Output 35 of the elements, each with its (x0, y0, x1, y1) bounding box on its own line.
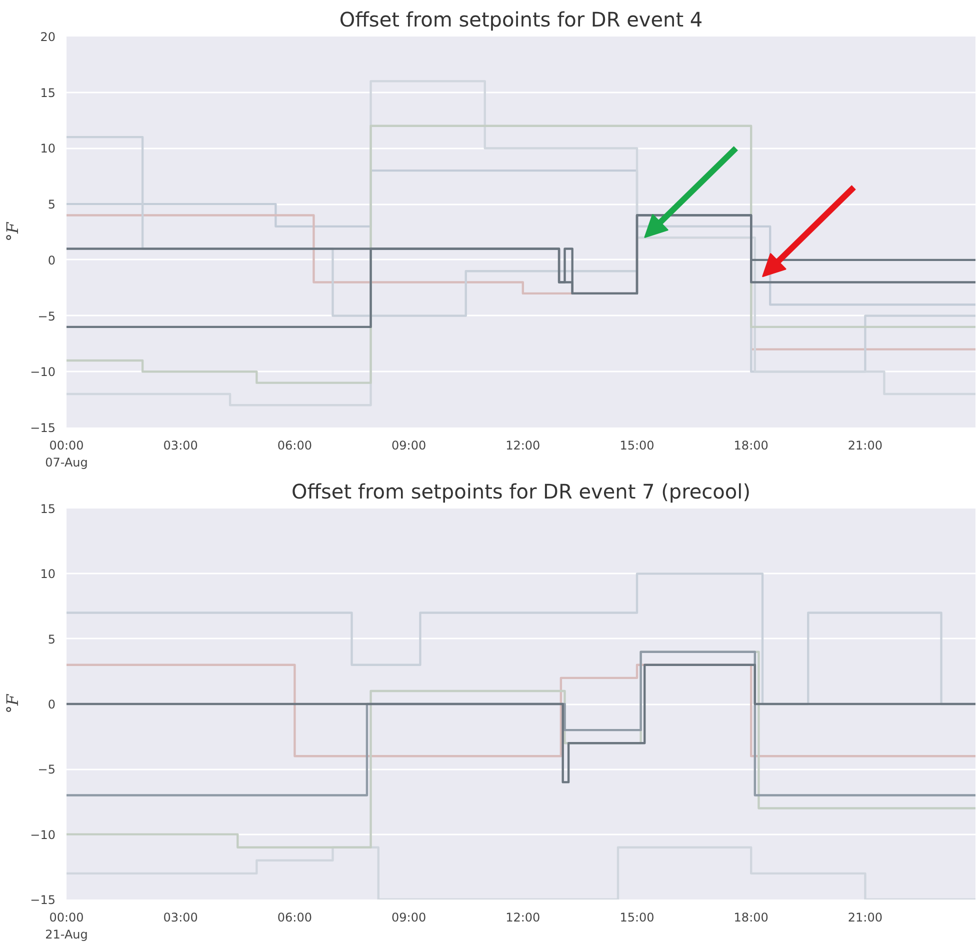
chart-title: Offset from setpoints for DR event 7 (precool) (291, 480, 751, 504)
y-tick-label: 5 (48, 632, 56, 646)
y-axis-title: °F (3, 222, 22, 242)
y-tick-label: 20 (40, 30, 56, 44)
y-tick-label: 15 (40, 86, 56, 100)
x-tick-label: 09:00 (392, 438, 426, 452)
x-tick-label: 21:00 (848, 910, 883, 924)
x-tick-label: 00:00 07-Aug (45, 438, 88, 470)
x-tick-label: 12:00 (506, 438, 540, 452)
y-tick-label: −5 (38, 309, 56, 324)
x-tick-label: 12:00 (506, 910, 540, 924)
chart-title: Offset from setpoints for DR event 4 (339, 8, 703, 32)
y-axis-title: °F (3, 694, 22, 714)
x-tick-label: 15:00 (620, 910, 654, 924)
x-tick-label: 03:00 (163, 438, 198, 452)
x-tick-label: 09:00 (392, 910, 426, 924)
y-tick-label: 0 (48, 253, 56, 268)
x-tick-label: 06:00 (277, 910, 312, 924)
x-tick-label: 00:00 21-Aug (45, 910, 88, 942)
x-tick-label: 18:00 (734, 438, 768, 452)
y-tick-label: 10 (40, 567, 56, 582)
x-tick-label: 15:00 (620, 438, 654, 452)
y-tick-label: −10 (30, 828, 56, 842)
x-tick-label: 03:00 (163, 910, 198, 924)
y-tick-label: 10 (40, 142, 56, 156)
y-tick-label: 5 (48, 198, 56, 212)
y-tick-label: −10 (30, 365, 56, 380)
y-tick-label: −15 (30, 421, 56, 435)
y-tick-label: 0 (48, 698, 56, 712)
y-tick-label: 15 (40, 502, 56, 516)
x-tick-label: 21:00 (848, 438, 883, 452)
y-tick-label: −15 (30, 893, 56, 907)
x-tick-label: 18:00 (734, 910, 768, 924)
x-tick-label: 06:00 (277, 438, 312, 452)
y-tick-label: −5 (38, 762, 56, 777)
